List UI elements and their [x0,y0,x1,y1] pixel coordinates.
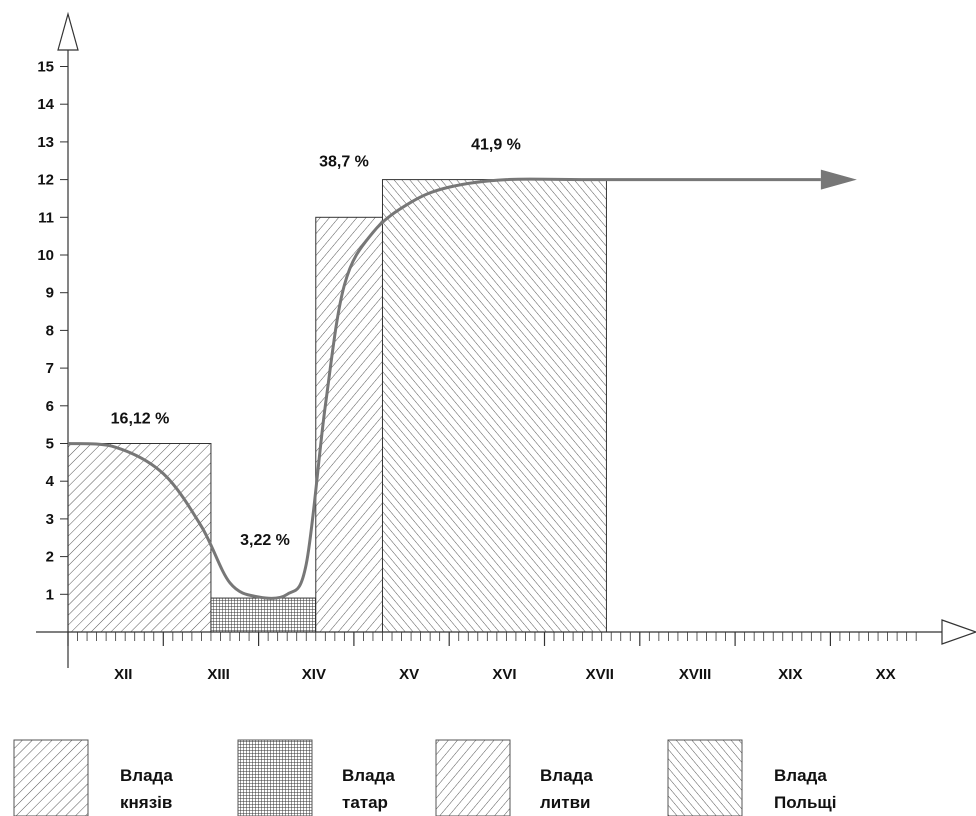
bars-layer [67,179,607,633]
labels-layer: 16,12 % 3,22 % 38,7 % 41,9 % [111,137,521,549]
x-axis-arrow [941,619,976,645]
x-tick-label: XIII [207,666,230,683]
data-label-tatar: 3,22 % [240,532,290,549]
data-label-polshcha: 41,9 % [471,137,521,154]
y-axis-arrow [57,11,79,51]
x-tick-label: XVII [586,666,614,683]
trend-curve [67,177,821,600]
legend-swatch-knyaz [13,739,89,816]
legend-label-line2: князів [120,793,172,812]
y-tick-label: 3 [46,511,54,528]
y-tick-label: 15 [37,59,54,76]
x-tick-label: XVIII [679,666,712,683]
curve-layer [67,169,857,600]
y-tick-label: 13 [37,134,54,151]
legend-swatch-polshcha [667,739,743,816]
x-tick-label: XX [876,666,896,683]
x-tick-label: XVI [492,666,516,683]
y-tick-label: 4 [46,473,55,490]
legend-label-line1: Влада [774,766,827,785]
y-tick-label: 8 [46,322,54,339]
x-tick-label: XIX [778,666,802,683]
legend-label-line2: Польщі [774,793,837,812]
bar-lytva [315,216,383,633]
legend-label-line1: Влада [120,766,173,785]
y-tick-label: 1 [46,586,54,603]
bar-knyaz [67,443,212,633]
bar-polshcha [381,179,607,633]
x-tick-label: XII [114,666,132,683]
x-tick-label: XIV [302,666,326,683]
legend-item-knyaz: Влада князів [13,739,173,816]
y-tick-label: 6 [46,398,54,415]
y-tick-label: 12 [37,172,54,189]
legend-label-line2: татар [342,793,388,812]
legend-swatch-tatar [237,739,313,816]
y-tick-label: 14 [37,96,54,113]
y-tick-label: 7 [46,360,54,377]
data-label-lytva: 38,7 % [319,153,369,170]
y-tick-label: 2 [46,549,54,566]
bar-tatar [210,597,317,633]
legend-label-line2: литви [540,793,590,812]
legend-item-tatar: Влада татар [237,739,395,816]
y-tick-label: 10 [37,247,54,264]
trend-arrowhead [820,169,857,190]
x-tick-label: XV [399,666,419,683]
y-tick-label: 5 [46,436,54,453]
legend-label-line1: Влада [342,766,395,785]
legend-item-polshcha: Влада Польщі [667,739,837,816]
legend-layer: Влада князів Влада татар Влада литви Влада Поль… [13,739,837,816]
legend-swatch-lytva [435,739,511,816]
y-tick-label: 11 [38,209,54,226]
legend-item-lytva: Влада литви [435,739,593,816]
data-label-knyaz: 16,12 % [111,411,170,428]
y-tick-label: 9 [46,285,54,302]
legend-label-line1: Влада [540,766,593,785]
